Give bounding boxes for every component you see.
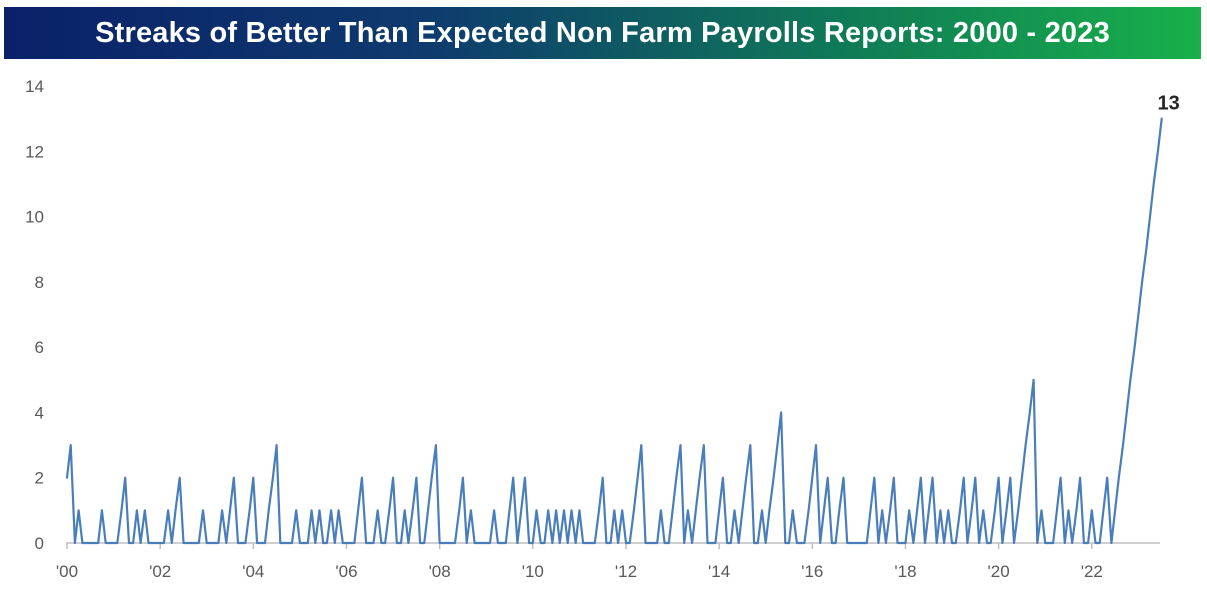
x-tick-label: '14 bbox=[708, 562, 730, 581]
x-tick-label: '06 bbox=[335, 562, 357, 581]
y-tick-label: 10 bbox=[25, 208, 44, 227]
end-value-label: 13 bbox=[1158, 93, 1180, 115]
x-axis-labels: '00 '02 '04 '06 '08 '10 '12 '14 '16 '18 '20 '22 bbox=[56, 562, 1103, 581]
streak-series-line bbox=[65, 117, 1163, 545]
y-tick-label: 0 bbox=[35, 534, 44, 553]
chart-title: Streaks of Better Than Expected Non Farm… bbox=[95, 16, 1110, 49]
y-tick-label: 4 bbox=[35, 403, 44, 422]
x-tick-label: '12 bbox=[615, 562, 637, 581]
x-tick-label: '22 bbox=[1081, 562, 1103, 581]
x-tick-label: '18 bbox=[894, 562, 916, 581]
x-tick-label: '02 bbox=[149, 562, 171, 581]
chart-title-bar: Streaks of Better Than Expected Non Farm… bbox=[4, 7, 1201, 59]
y-tick-label: 8 bbox=[35, 273, 44, 292]
y-tick-label: 2 bbox=[35, 469, 44, 488]
y-tick-label: 6 bbox=[35, 338, 44, 357]
y-axis-labels: 0 2 4 6 8 10 12 14 bbox=[25, 77, 44, 553]
y-tick-label: 14 bbox=[25, 77, 44, 96]
x-tick-label: '04 bbox=[242, 562, 264, 581]
x-axis-ticks bbox=[66, 543, 1093, 549]
y-tick-label: 12 bbox=[25, 142, 44, 161]
x-tick-label: '00 bbox=[56, 562, 78, 581]
x-tick-label: '20 bbox=[988, 562, 1010, 581]
x-tick-label: '10 bbox=[522, 562, 544, 581]
x-tick-label: '08 bbox=[429, 562, 451, 581]
x-tick-label: '16 bbox=[801, 562, 823, 581]
